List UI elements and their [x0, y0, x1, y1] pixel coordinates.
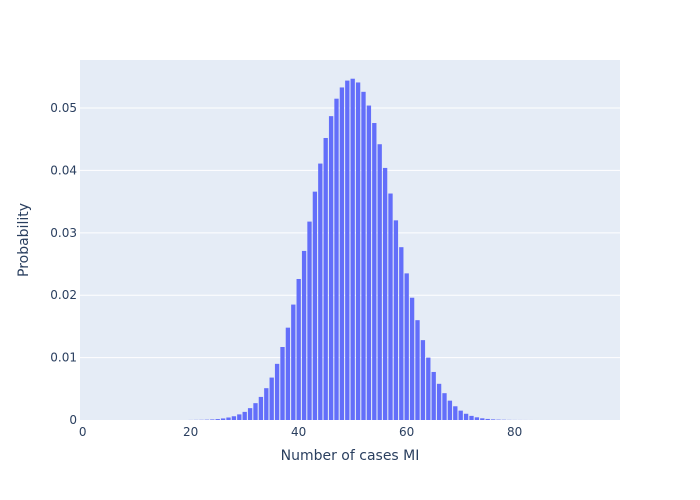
bar: [291, 304, 296, 420]
y-tick-label: 0.05: [50, 101, 77, 115]
bar: [242, 411, 247, 420]
bar: [404, 273, 409, 420]
bar: [382, 167, 388, 420]
grid-lines: [80, 107, 620, 359]
bar: [447, 400, 453, 420]
bar: [307, 221, 312, 420]
bar: [215, 419, 220, 420]
x-tick-label: 40: [291, 425, 306, 439]
bar: [388, 193, 393, 420]
bar: [210, 419, 215, 420]
bar: [458, 410, 463, 420]
plot-background: [80, 60, 620, 420]
bar: [274, 363, 280, 420]
y-tick-label: 0: [69, 413, 77, 427]
bar: [334, 98, 339, 421]
bar: [366, 105, 372, 420]
bar: [253, 403, 258, 420]
y-tick-labels: 0 0.01 0.02 0.03 0.04 0.05: [50, 101, 77, 427]
x-tick-label: 80: [507, 425, 522, 439]
y-tick-label: 0.03: [50, 226, 77, 240]
bar: [350, 78, 355, 421]
bar: [345, 80, 350, 420]
bar: [490, 419, 496, 420]
bar: [393, 220, 399, 420]
bar: [258, 396, 264, 420]
bar: [361, 91, 366, 420]
bar: [280, 347, 285, 420]
bar: [415, 320, 420, 420]
bar: [312, 191, 318, 420]
bar: [463, 413, 469, 420]
x-tick-label: 60: [399, 425, 414, 439]
bar: [226, 417, 231, 420]
bar: [237, 414, 242, 420]
bar: [442, 393, 447, 420]
x-tick-label: 20: [183, 425, 198, 439]
x-axis-title: Number of cases MI: [281, 448, 420, 464]
bar: [264, 388, 269, 420]
bar: [296, 278, 301, 420]
bar: [323, 137, 328, 420]
bar: [355, 82, 361, 421]
bar: [426, 357, 431, 420]
bar: [318, 163, 323, 420]
bar: [231, 416, 237, 420]
bar: [474, 417, 480, 420]
bar: [285, 327, 291, 420]
bar: [339, 87, 345, 421]
bar: [420, 340, 426, 420]
bar: [453, 406, 458, 420]
bar: [372, 123, 377, 420]
bar: [399, 247, 404, 420]
y-axis-title: Probability: [16, 203, 32, 277]
y-tick-label: 0.01: [50, 351, 77, 365]
bar: [220, 418, 226, 420]
bar: [480, 418, 485, 420]
bar: [247, 408, 253, 420]
bar: [328, 116, 334, 420]
y-tick-label: 0.04: [50, 163, 77, 177]
bar: [431, 371, 436, 420]
x-tick-label: 0: [79, 425, 87, 439]
bar: [269, 377, 274, 420]
bars: [188, 78, 561, 421]
bar: [469, 415, 474, 420]
bar: [409, 297, 415, 420]
bar: [377, 144, 382, 421]
x-tick-labels: 0 20 40 60 80: [79, 425, 522, 439]
bar: [301, 250, 307, 420]
bar: [485, 418, 490, 420]
bar: [436, 383, 442, 420]
y-tick-label: 0.02: [50, 288, 77, 302]
